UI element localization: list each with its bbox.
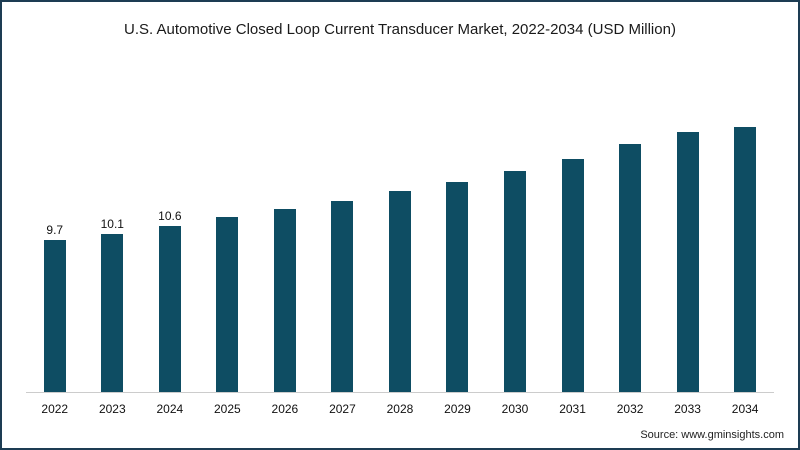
- bar-2023: [101, 233, 124, 392]
- x-tick-2022: 2022: [41, 402, 69, 416]
- chart-area: 9.7 10.1 10.6 2022 2023 2024 2025 2026 2027 2028…: [2, 110, 798, 416]
- bar-column-2028: [371, 110, 429, 392]
- bar-value-label: 10.1: [100, 216, 124, 231]
- plot-area: 9.7 10.1 10.6: [26, 110, 774, 393]
- x-axis-labels: 2022 2023 2024 2025 2026 2027 2028 2029 2030 2031…: [26, 402, 774, 416]
- bar-column-2025: [199, 110, 257, 392]
- x-tick-2026: 2026: [271, 402, 299, 416]
- bar-2031: [561, 158, 584, 392]
- bar-column-2024: 10.6: [141, 110, 199, 392]
- x-tick-2027: 2027: [329, 402, 356, 416]
- bar-column-2034: [716, 110, 774, 392]
- x-tick-2030: 2030: [501, 402, 529, 416]
- bar-2022: [43, 240, 66, 392]
- chart-title: U.S. Automotive Closed Loop Current Tran…: [124, 21, 676, 38]
- bar-column-2023: 10.1: [84, 110, 142, 392]
- x-tick-2034: 2034: [731, 402, 759, 416]
- bar-2033: [676, 131, 699, 392]
- source-attribution: Source: www.gminsights.com: [640, 429, 784, 441]
- bar-2030: [504, 171, 527, 392]
- bar-2034: [734, 126, 757, 392]
- x-tick-2031: 2031: [559, 402, 586, 416]
- x-tick-2029: 2029: [444, 402, 471, 416]
- bar-2027: [331, 200, 354, 392]
- x-tick-2025: 2025: [214, 402, 241, 416]
- bar-2026: [273, 208, 296, 392]
- bar-column-2032: [601, 110, 659, 392]
- x-tick-2028: 2028: [386, 402, 414, 416]
- bar-2032: [619, 144, 642, 392]
- bar-value-label: 9.7: [46, 223, 64, 238]
- bar-column-2031: [544, 110, 602, 392]
- bar-2024: [158, 225, 181, 392]
- bar-2028: [388, 191, 411, 392]
- bar-value-label: 10.6: [158, 208, 182, 223]
- x-tick-2024: 2024: [156, 402, 184, 416]
- bar-column-2029: [429, 110, 487, 392]
- bar-2029: [446, 182, 469, 392]
- bar-column-2026: [256, 110, 314, 392]
- bar-column-2033: [659, 110, 717, 392]
- bar-column-2030: [486, 110, 544, 392]
- x-tick-2033: 2033: [674, 402, 701, 416]
- bar-column-2022: 9.7: [26, 110, 84, 392]
- x-tick-2032: 2032: [616, 402, 644, 416]
- bar-column-2027: [314, 110, 372, 392]
- x-tick-2023: 2023: [98, 402, 126, 416]
- bar-2025: [216, 216, 239, 392]
